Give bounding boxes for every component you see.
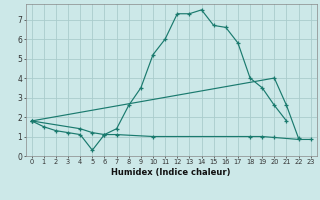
- X-axis label: Humidex (Indice chaleur): Humidex (Indice chaleur): [111, 168, 231, 177]
